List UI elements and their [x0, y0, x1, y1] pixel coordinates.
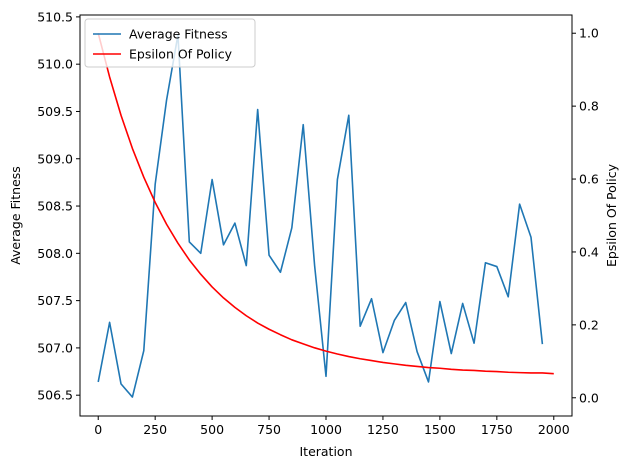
y-right-tick-label: 0.2 [579, 317, 599, 332]
legend: Average Fitness Epsilon Of Policy [84, 18, 256, 68]
y-left-tick-label: 509.0 [37, 151, 73, 166]
axes: 0 250 500 750 1000 1250 1500 1750 2000 506.5 507.0… [37, 9, 599, 437]
series-line-1 [97, 33, 554, 375]
legend-box [84, 18, 256, 68]
y-right-tick-label: 0.4 [579, 244, 599, 259]
legend-label-average-fitness: Average Fitness [129, 27, 228, 42]
x-tick-label: 250 [143, 422, 167, 437]
x-tick-label: 750 [257, 422, 281, 437]
x-axis-label: Iteration [299, 444, 352, 459]
y-right-tick-label: 0.6 [579, 172, 599, 187]
y-axis-right-label: Epsilon Of Policy [604, 163, 619, 267]
x-tick-label: 2000 [538, 422, 570, 437]
y-right-tick-label: 0.8 [579, 99, 599, 114]
y-left-tick-label: 510.0 [37, 57, 73, 72]
x-tick-label: 1500 [424, 422, 456, 437]
y-left-tick-label: 508.5 [37, 199, 73, 214]
y-left-tick-label: 506.5 [37, 388, 73, 403]
y-left-tick-label: 510.5 [37, 9, 73, 24]
y-left-tick-label: 507.0 [37, 340, 73, 355]
x-tick-label: 500 [200, 422, 224, 437]
x-tick-label: 1250 [367, 422, 399, 437]
y-left-tick-label: 507.5 [37, 293, 73, 308]
legend-label-epsilon-of-policy: Epsilon Of Policy [129, 47, 233, 62]
x-tick-label: 1750 [481, 422, 513, 437]
x-tick-label: 1000 [310, 422, 342, 437]
y-axis-left-label: Average Fitness [8, 166, 23, 265]
y-right-tick-label: 0.0 [579, 390, 599, 405]
y-left-tick-label: 508.0 [37, 246, 73, 261]
x-tick-label: 0 [94, 422, 102, 437]
y-right-tick-label: 1.0 [579, 26, 599, 41]
y-left-tick-label: 509.5 [37, 104, 73, 119]
